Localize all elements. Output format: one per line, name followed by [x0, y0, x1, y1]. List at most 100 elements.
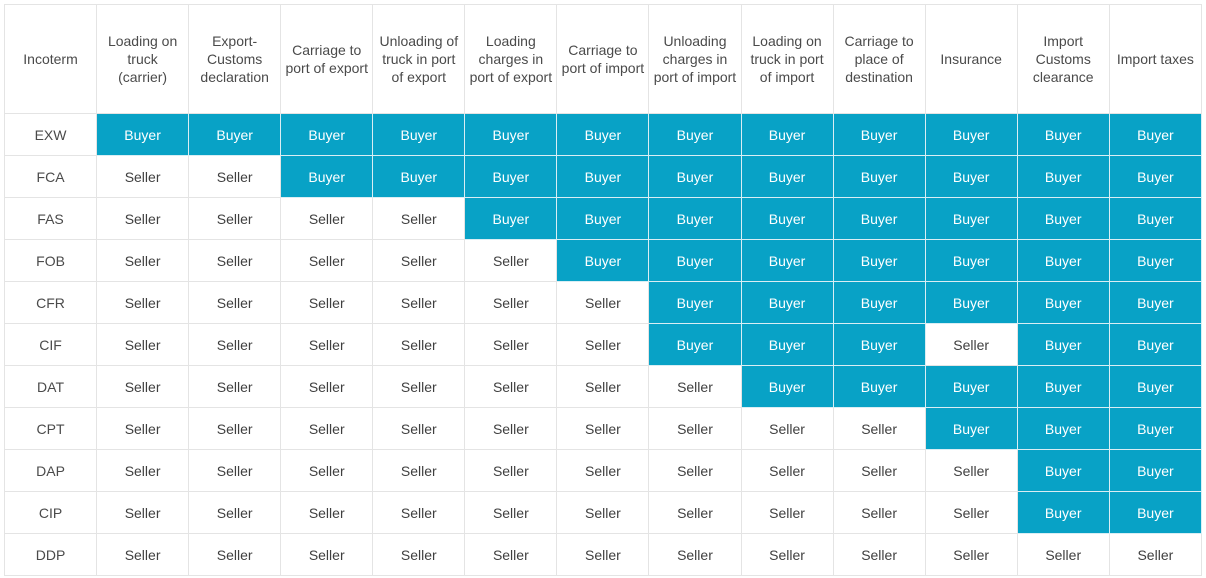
seller-cell: Seller — [556, 533, 650, 576]
seller-cell: Seller — [372, 197, 466, 240]
table-row: CIP Seller Seller Seller Seller Seller Seller S… — [3, 491, 1203, 534]
buyer-cell: Buyer — [1016, 365, 1110, 408]
buyer-cell: Buyer — [1016, 155, 1110, 198]
seller-cell: Seller — [96, 155, 190, 198]
seller-cell: Seller — [464, 407, 558, 450]
seller-cell: Seller — [372, 407, 466, 450]
buyer-cell: Buyer — [832, 365, 926, 408]
seller-cell: Seller — [556, 407, 650, 450]
buyer-cell: Buyer — [188, 113, 282, 156]
seller-cell: Seller — [96, 281, 190, 324]
buyer-cell: Buyer — [924, 155, 1018, 198]
buyer-cell: Buyer — [924, 239, 1018, 282]
seller-cell: Seller — [556, 281, 650, 324]
buyer-cell: Buyer — [372, 155, 466, 198]
buyer-cell: Buyer — [556, 239, 650, 282]
buyer-cell: Buyer — [1108, 197, 1203, 240]
seller-cell: Seller — [372, 323, 466, 366]
buyer-cell: Buyer — [648, 281, 742, 324]
seller-cell: Seller — [464, 533, 558, 576]
seller-cell: Seller — [96, 407, 190, 450]
buyer-cell: Buyer — [1108, 323, 1203, 366]
buyer-cell: Buyer — [832, 113, 926, 156]
buyer-cell: Buyer — [740, 155, 834, 198]
seller-cell: Seller — [464, 323, 558, 366]
buyer-cell: Buyer — [556, 155, 650, 198]
seller-cell: Seller — [924, 491, 1018, 534]
seller-cell: Seller — [188, 239, 282, 282]
table-row: DDP Seller Seller Seller Seller Seller Seller S… — [3, 533, 1203, 576]
buyer-cell: Buyer — [924, 365, 1018, 408]
seller-cell: Seller — [648, 407, 742, 450]
buyer-cell: Buyer — [832, 323, 926, 366]
table-row: CIF Seller Seller Seller Seller Seller Seller B… — [3, 323, 1203, 366]
seller-cell: Seller — [924, 449, 1018, 492]
seller-cell: Seller — [280, 407, 374, 450]
seller-cell: Seller — [556, 365, 650, 408]
seller-cell: Seller — [96, 533, 190, 576]
buyer-cell: Buyer — [1016, 197, 1110, 240]
seller-cell: Seller — [280, 491, 374, 534]
seller-cell: Seller — [188, 491, 282, 534]
seller-cell: Seller — [372, 281, 466, 324]
buyer-cell: Buyer — [924, 281, 1018, 324]
table-row: FCA Seller Seller Buyer Buyer Buyer Buyer Buyer… — [3, 155, 1203, 198]
column-header: Unloading of truck in port of export — [372, 4, 466, 114]
incoterm-label: CFR — [3, 281, 98, 324]
seller-cell: Seller — [832, 449, 926, 492]
incoterm-label: CPT — [3, 407, 98, 450]
seller-cell: Seller — [188, 533, 282, 576]
buyer-cell: Buyer — [924, 407, 1018, 450]
seller-cell: Seller — [96, 323, 190, 366]
table-row: CFR Seller Seller Seller Seller Seller Seller B… — [3, 281, 1203, 324]
seller-cell: Seller — [556, 491, 650, 534]
seller-cell: Seller — [464, 365, 558, 408]
seller-cell: Seller — [372, 449, 466, 492]
buyer-cell: Buyer — [1108, 113, 1203, 156]
column-header: Export-Customs declaration — [188, 4, 282, 114]
seller-cell: Seller — [740, 533, 834, 576]
buyer-cell: Buyer — [924, 113, 1018, 156]
buyer-cell: Buyer — [280, 113, 374, 156]
buyer-cell: Buyer — [1108, 155, 1203, 198]
seller-cell: Seller — [740, 407, 834, 450]
seller-cell: Seller — [464, 281, 558, 324]
column-header: Carriage to port of import — [556, 4, 650, 114]
buyer-cell: Buyer — [556, 113, 650, 156]
buyer-cell: Buyer — [740, 239, 834, 282]
seller-cell: Seller — [188, 323, 282, 366]
seller-cell: Seller — [556, 323, 650, 366]
seller-cell: Seller — [188, 197, 282, 240]
column-header: Import Customs clearance — [1016, 4, 1110, 114]
column-header: Carriage to place of destination — [832, 4, 926, 114]
seller-cell: Seller — [464, 491, 558, 534]
seller-cell: Seller — [372, 365, 466, 408]
seller-cell: Seller — [832, 533, 926, 576]
seller-cell: Seller — [648, 365, 742, 408]
table-body: EXW Buyer Buyer Buyer Buyer Buyer Buyer Buyer Bu… — [3, 113, 1203, 576]
seller-cell: Seller — [96, 365, 190, 408]
seller-cell: Seller — [280, 197, 374, 240]
buyer-cell: Buyer — [832, 155, 926, 198]
seller-cell: Seller — [188, 365, 282, 408]
buyer-cell: Buyer — [1108, 491, 1203, 534]
buyer-cell: Buyer — [740, 281, 834, 324]
header-row: Incoterm Loading on truck (carrier) Export… — [3, 4, 1203, 114]
buyer-cell: Buyer — [740, 113, 834, 156]
column-header: Loading charges in port of export — [464, 4, 558, 114]
seller-cell: Seller — [280, 533, 374, 576]
buyer-cell: Buyer — [1016, 323, 1110, 366]
seller-cell: Seller — [372, 491, 466, 534]
seller-cell: Seller — [188, 281, 282, 324]
seller-cell: Seller — [832, 491, 926, 534]
seller-cell: Seller — [372, 239, 466, 282]
column-header-incoterm: Incoterm — [3, 4, 98, 114]
column-header: Unloading charges in port of import — [648, 4, 742, 114]
seller-cell: Seller — [648, 533, 742, 576]
column-header: Loading on truck (carrier) — [96, 4, 190, 114]
table-row: DAP Seller Seller Seller Seller Seller Seller S… — [3, 449, 1203, 492]
table-row: EXW Buyer Buyer Buyer Buyer Buyer Buyer Buyer Bu… — [3, 113, 1203, 156]
seller-cell: Seller — [96, 197, 190, 240]
seller-cell: Seller — [556, 449, 650, 492]
